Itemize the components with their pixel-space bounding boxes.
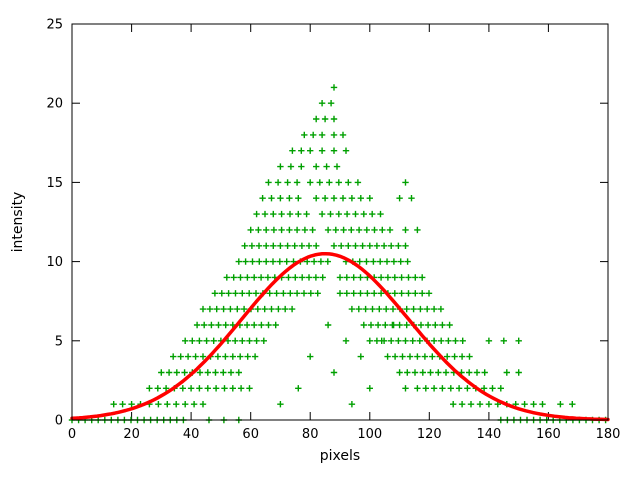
x-tick-label: 160 bbox=[536, 427, 561, 442]
y-tick-label: 10 bbox=[46, 255, 63, 270]
x-tick-label: 180 bbox=[596, 427, 621, 442]
x-axis-title: pixels bbox=[319, 448, 361, 464]
x-tick-label: 120 bbox=[417, 427, 442, 442]
scatter-series bbox=[68, 84, 609, 424]
x-tick-label: 100 bbox=[357, 427, 382, 442]
tick-marks bbox=[71, 23, 609, 421]
x-tick-label: 40 bbox=[183, 427, 200, 442]
plot-border bbox=[71, 23, 609, 421]
y-tick-label: 15 bbox=[46, 176, 63, 191]
x-tick-label: 20 bbox=[123, 427, 140, 442]
y-tick-label: 0 bbox=[55, 414, 63, 429]
y-axis-title: intensity bbox=[10, 191, 26, 253]
x-tick-label: 140 bbox=[476, 427, 501, 442]
y-tick-label: 20 bbox=[46, 97, 63, 112]
x-tick-label: 0 bbox=[68, 427, 76, 442]
y-tick-label: 25 bbox=[46, 18, 63, 33]
x-tick-label: 60 bbox=[242, 427, 259, 442]
fit-curve bbox=[70, 251, 610, 422]
x-tick-label: 80 bbox=[302, 427, 319, 442]
y-tick-label: 5 bbox=[55, 334, 63, 349]
